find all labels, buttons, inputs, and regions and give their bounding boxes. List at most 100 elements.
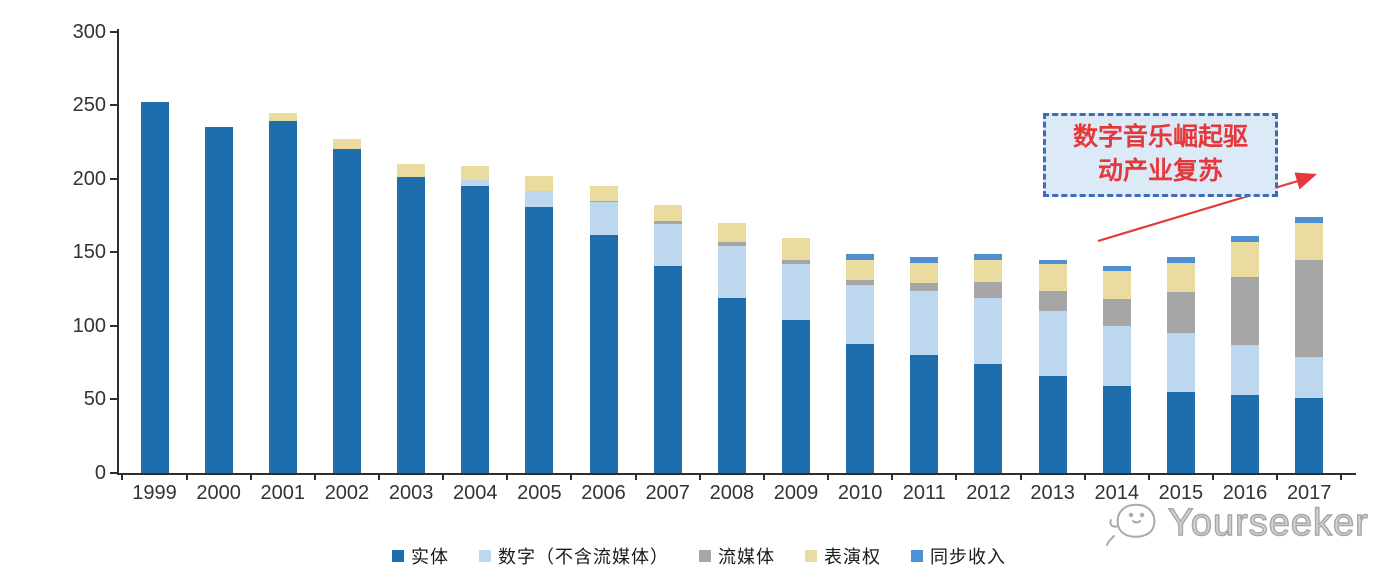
x-axis-tick: [762, 473, 765, 480]
bar-segment-2000: [204, 127, 233, 473]
bar-segment-2004: [461, 180, 490, 187]
bar-segment-2001: [268, 112, 297, 122]
bar-segment-2006: [589, 202, 618, 235]
legend-label: 数字（不含流媒体）: [498, 547, 669, 567]
bar-segment-2010: [846, 284, 875, 344]
x-axis-tick: [698, 473, 701, 480]
x-axis-tick: [1083, 473, 1086, 480]
bar-segment-2006: [589, 186, 618, 201]
bar-segment-2017: [1295, 259, 1324, 357]
x-axis-line: [117, 473, 1356, 475]
bar-segment-2012: [974, 281, 1003, 298]
x-axis-tick: [955, 473, 958, 480]
bar-segment-2013: [1038, 290, 1067, 312]
bar-segment-2011: [910, 290, 939, 356]
bar-segment-2011: [910, 256, 939, 263]
bar-segment-2007: [653, 221, 682, 225]
y-axis-tick: [110, 251, 117, 254]
bar-segment-2003: [397, 164, 426, 178]
bar-segment-2009: [782, 237, 810, 260]
x-axis-tick: [506, 473, 509, 480]
bar-segment-2010: [846, 343, 875, 473]
bar-segment-1999: [140, 102, 169, 473]
legend-label: 实体: [411, 547, 449, 567]
bar-segment-2014: [1102, 271, 1131, 300]
bar-segment-2011: [910, 355, 939, 473]
bar-segment-2016: [1231, 395, 1260, 473]
x-tick-label: 2016: [1222, 482, 1268, 504]
bar-segment-2008: [717, 246, 746, 298]
x-tick-label: 2008: [709, 482, 755, 504]
y-axis-tick: [110, 398, 117, 401]
bar-segment-2008: [717, 297, 746, 473]
x-axis-tick: [1147, 473, 1150, 480]
x-tick-label: 2001: [260, 482, 306, 504]
y-tick-label: 300: [72, 20, 106, 43]
bar-segment-2016: [1231, 345, 1260, 396]
y-tick-label: 50: [83, 388, 106, 411]
bar-segment-2013: [1038, 264, 1067, 291]
x-axis-tick: [1340, 473, 1343, 480]
bar-segment-2010: [846, 259, 875, 281]
bar-segment-2005: [525, 175, 554, 191]
legend-item: 实体: [392, 543, 449, 569]
bar-segment-2014: [1102, 386, 1131, 473]
bar-segment-2006: [589, 234, 618, 473]
bar-segment-2009: [782, 264, 810, 320]
x-axis-tick: [313, 473, 316, 480]
bar-segment-2013: [1038, 259, 1067, 265]
bar-segment-2010: [846, 253, 875, 260]
x-axis-tick: [1276, 473, 1279, 480]
bar-segment-2004: [461, 186, 490, 473]
x-tick-label: 2011: [902, 482, 946, 504]
x-tick-label: 2009: [773, 482, 819, 504]
x-axis-tick: [891, 473, 894, 480]
legend-swatch: [699, 550, 711, 562]
bar-segment-2012: [974, 259, 1003, 282]
watermark: Yourseeker: [1104, 498, 1369, 548]
y-tick-label: 150: [72, 241, 106, 264]
x-tick-label: 2012: [966, 482, 1011, 504]
annotation-box: 数字音乐崛起驱 动产业复苏: [1043, 113, 1278, 197]
y-axis-tick: [110, 177, 117, 180]
chart-legend: 实体 数字（不含流媒体） 流媒体 表演权 同步收入: [0, 543, 1398, 569]
legend-item: 流媒体: [699, 543, 775, 569]
bar-segment-2015: [1166, 292, 1195, 334]
x-axis-tick: [1019, 473, 1022, 480]
legend-swatch: [479, 550, 491, 562]
bar-segment-2009: [782, 259, 810, 265]
legend-item: 表演权: [805, 543, 881, 569]
bar-segment-2005: [525, 206, 554, 473]
bar-segment-2003: [397, 177, 426, 473]
legend-swatch: [392, 550, 404, 562]
bar-segment-2012: [974, 253, 1003, 260]
y-axis-tick: [110, 104, 117, 107]
bar-segment-2010: [846, 280, 875, 285]
bar-segment-2016: [1231, 236, 1260, 243]
bar-segment-2015: [1166, 392, 1195, 473]
bar-segment-2017: [1295, 356, 1324, 398]
y-axis-tick: [110, 472, 117, 474]
bar-segment-2008: [717, 222, 746, 243]
x-tick-label: 2000: [196, 482, 241, 504]
y-tick-label: 100: [72, 314, 106, 337]
bar-segment-2004: [461, 165, 490, 181]
bar-segment-2008: [717, 242, 746, 247]
legend-label: 流媒体: [718, 547, 775, 567]
bar-segment-2016: [1231, 242, 1260, 278]
bar-segment-2014: [1102, 299, 1131, 326]
bar-segment-2013: [1038, 375, 1067, 473]
bar-segment-2007: [653, 205, 682, 222]
y-tick-label: 200: [72, 167, 106, 190]
x-axis-tick: [827, 473, 830, 480]
x-tick-label: 2017: [1286, 482, 1332, 504]
bar-segment-2017: [1295, 397, 1324, 473]
x-axis-tick: [378, 473, 381, 480]
bar-segment-2007: [653, 224, 682, 266]
legend-swatch: [911, 550, 923, 562]
watermark-text: Yourseeker: [1167, 501, 1369, 544]
bar-segment-2002: [332, 149, 361, 473]
y-tick-label: 250: [72, 94, 106, 117]
bar-segment-2012: [974, 364, 1003, 473]
